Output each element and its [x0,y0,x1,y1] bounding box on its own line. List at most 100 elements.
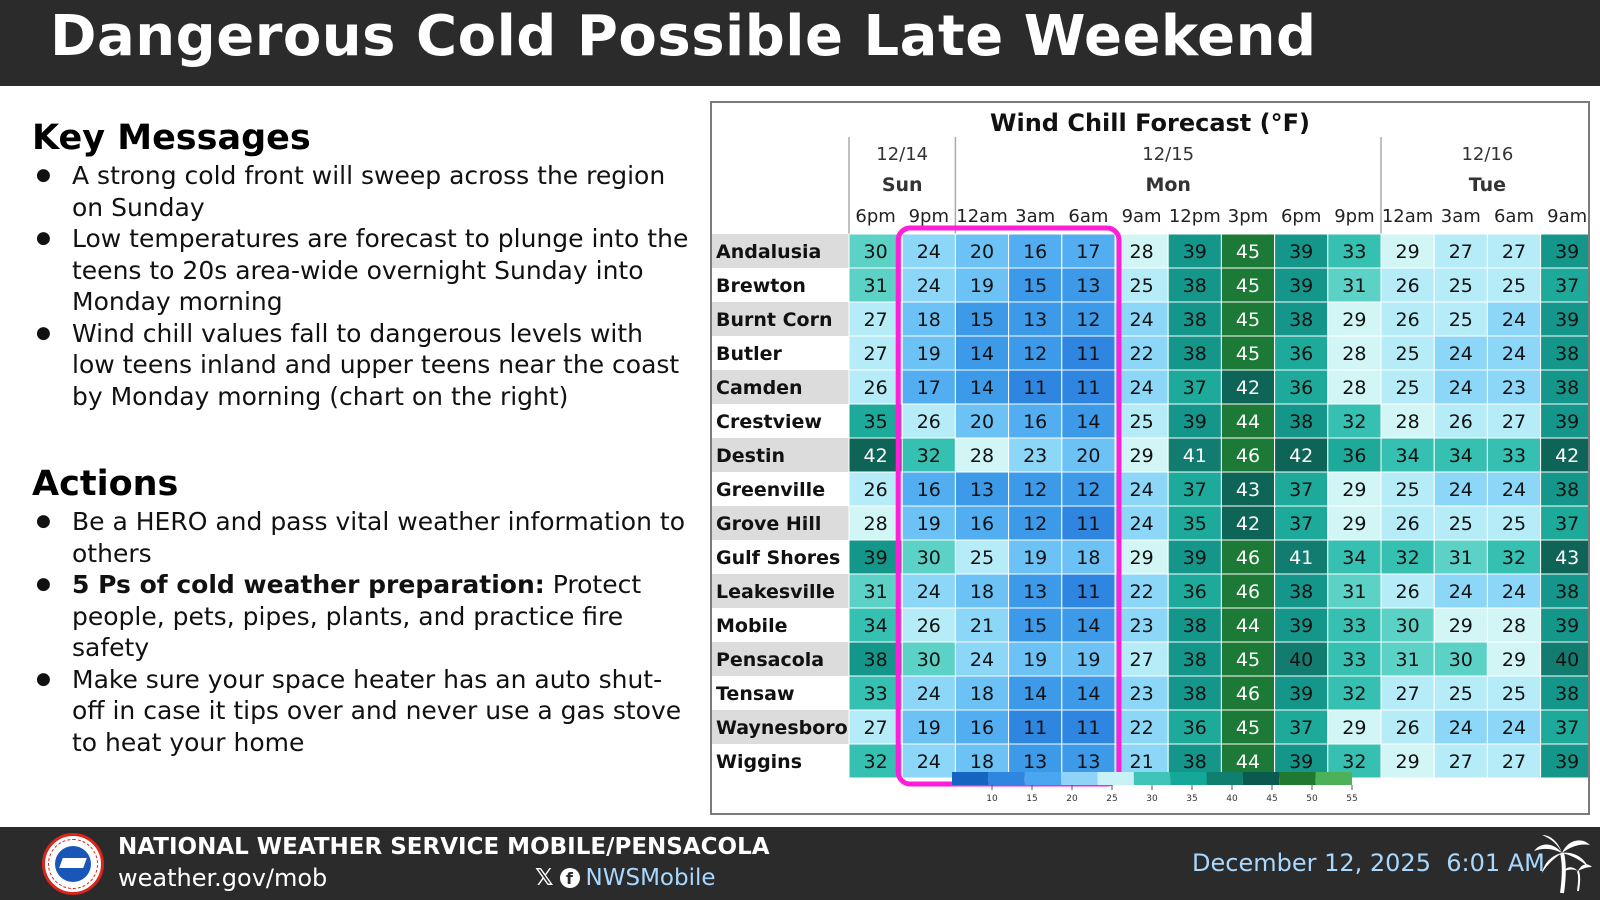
heatmap-cell [1540,709,1588,745]
cell-value: 24 [1130,513,1154,535]
cell-value: 45 [1236,309,1260,331]
heatmap-cell [1220,505,1276,541]
cell-value: 37 [1555,513,1579,535]
heatmap-cell [1433,505,1488,541]
colorbar-segment [1315,772,1352,785]
cell-value: 11 [1076,343,1100,365]
heatmap-cell [1380,573,1435,609]
palm-tree-icon [1534,835,1592,894]
heatmap-cell [1061,675,1116,711]
cell-value: 24 [1502,581,1526,603]
cell-value: 24 [1502,309,1526,331]
cell-value: 43 [1236,479,1260,501]
cell-value: 31 [864,275,888,297]
cell-value: 11 [1076,513,1100,535]
cell-value: 27 [1502,751,1526,773]
cell-value: 28 [1342,343,1366,365]
heatmap-cell [901,675,956,711]
social-handle[interactable]: NWSMobile [585,865,716,891]
cell-value: 45 [1236,717,1260,739]
cell-value: 30 [917,649,941,671]
heatmap-cell [1008,607,1063,643]
cell-value: 21 [970,615,994,637]
heatmap-cell [1486,335,1542,371]
cell-value: 26 [1396,513,1420,535]
cell-value: 38 [1289,309,1313,331]
cell-value: 37 [1289,513,1313,535]
heatmap-cell [1008,675,1063,711]
heatmap-cell [1274,233,1329,269]
cell-value: 26 [917,615,941,637]
heatmap-cell [1380,607,1435,643]
cell-value: 14 [1023,683,1047,705]
heatmap-cell [954,335,1010,371]
issue-datetime: December 12, 2025 6:01 AM [1192,849,1545,877]
cell-value: 32 [1502,547,1526,569]
heatmap-cell [1433,573,1488,609]
heatmap-cell [1433,641,1488,677]
heatmap-cell [1486,607,1542,643]
heatmap-cell [901,573,956,609]
cell-value: 24 [1130,479,1154,501]
colorbar-segment [1170,772,1207,785]
cell-value: 45 [1236,241,1260,263]
cell-value: 18 [970,751,994,773]
heatmap-cell [1220,233,1276,269]
cell-value: 32 [1342,751,1366,773]
cell-value: 25 [1502,513,1526,535]
cell-value: 17 [1076,241,1100,263]
cell-value: 22 [1130,717,1154,739]
cell-value: 36 [1289,377,1313,399]
cell-value: 37 [1289,479,1313,501]
action-text: Be a HERO and pass vital weather informa… [72,507,685,568]
cell-value: 26 [1449,411,1473,433]
cell-value: 39 [1555,615,1579,637]
heatmap-cell [1220,471,1276,507]
cell-value: 37 [1183,479,1207,501]
time-label: 6pm [855,206,895,227]
cell-value: 38 [1289,411,1313,433]
cell-value: 38 [864,649,888,671]
location-label: Burnt Corn [716,309,833,331]
cell-value: 46 [1236,683,1260,705]
facebook-icon[interactable]: f [559,868,580,888]
cell-value: 32 [1342,683,1366,705]
heatmap-cell [1327,607,1382,643]
cell-value: 13 [1023,309,1047,331]
location-label: Tensaw [716,683,795,705]
heatmap-cell [901,267,956,303]
cell-value: 27 [1449,751,1473,773]
cell-value: 36 [1183,581,1207,603]
cell-value: 27 [864,343,888,365]
cell-value: 42 [1289,445,1313,467]
cell-value: 18 [1076,547,1100,569]
cell-value: 14 [970,377,994,399]
heatmap-cell [1433,233,1488,269]
location-label: Pensacola [716,649,824,671]
cell-value: 26 [1396,275,1420,297]
cell-value: 12 [1023,513,1047,535]
website-link[interactable]: weather.gov/mob [118,864,328,892]
heatmap-cell [1008,505,1063,541]
cell-value: 18 [917,309,941,331]
cell-value: 39 [1289,241,1313,263]
cell-value: 39 [1289,751,1313,773]
cell-value: 14 [1076,615,1100,637]
cell-value: 31 [1342,275,1366,297]
heatmap-cell [1274,335,1329,371]
heatmap-cell [1380,233,1435,269]
cell-value: 24 [1502,343,1526,365]
cell-value: 36 [1342,445,1366,467]
cell-value: 23 [1023,445,1047,467]
cell-value: 38 [1183,683,1207,705]
heatmap-cell [1486,675,1542,711]
cell-value: 24 [1449,377,1473,399]
heatmap-cell [954,267,1010,303]
heatmap-cell [1540,471,1588,507]
cell-value: 42 [1236,377,1260,399]
x-icon[interactable]: 𝕏 [535,865,554,891]
key-messages-list: A strong cold front will sweep across th… [32,160,692,412]
cell-value: 22 [1130,343,1154,365]
location-label-bg [712,268,849,302]
